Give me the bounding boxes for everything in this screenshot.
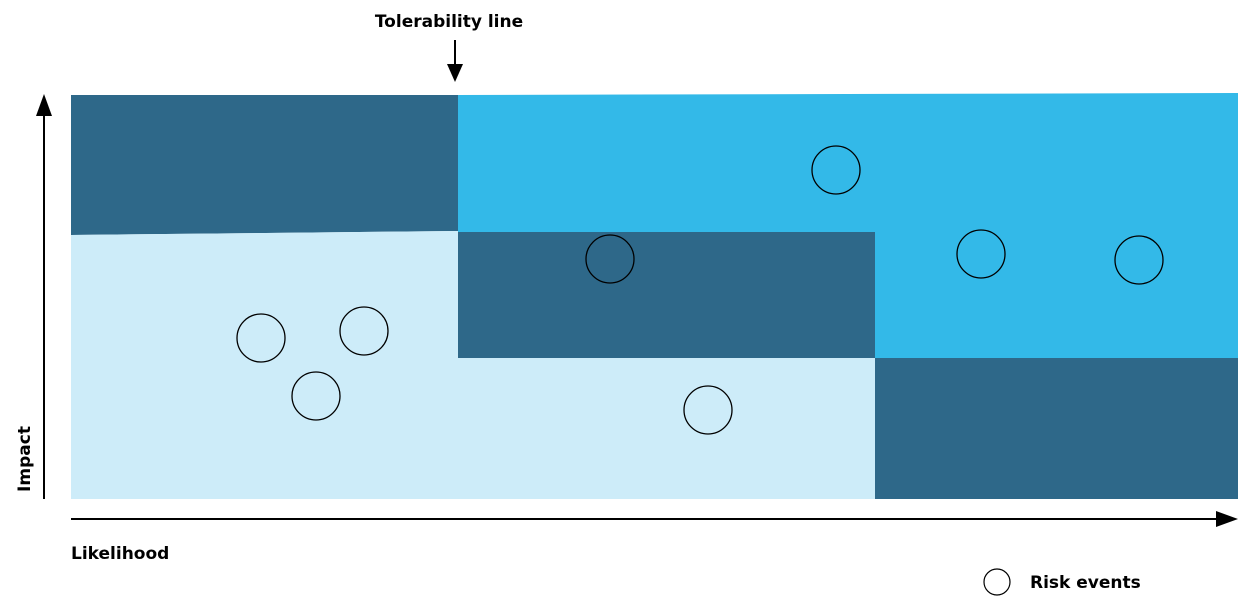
tolerability-arrowhead xyxy=(447,64,463,82)
risk-event-circle xyxy=(339,306,389,356)
risk-event-circle xyxy=(811,145,861,195)
zone-dark-bottom-right xyxy=(875,358,1238,499)
legend-circle-icon xyxy=(983,568,1011,596)
risk-event-circle xyxy=(585,234,635,284)
risk-event-circle xyxy=(956,229,1006,279)
risk-event-markers xyxy=(236,145,1164,435)
risk-event-circle xyxy=(236,313,286,363)
zone-dark-top-left xyxy=(71,95,458,235)
legend: Risk events xyxy=(983,568,1141,596)
tolerability-line-label: Tolerability line xyxy=(375,12,523,32)
y-axis-label: Impact xyxy=(15,426,35,492)
zone-bright-right xyxy=(458,93,1238,358)
zone-light-left xyxy=(71,231,875,499)
zone-dark-middle xyxy=(458,232,875,358)
axes xyxy=(36,94,1238,527)
y-axis-arrowhead xyxy=(36,94,52,116)
tolerability-arrow xyxy=(447,40,463,82)
risk-event-circle xyxy=(683,385,733,435)
risk-event-circle xyxy=(291,371,341,421)
legend-label: Risk events xyxy=(1030,573,1141,593)
risk-event-circle xyxy=(1114,235,1164,285)
x-axis-label: Likelihood xyxy=(71,544,169,564)
risk-zones xyxy=(71,93,1238,499)
x-axis-arrowhead xyxy=(1216,511,1238,527)
